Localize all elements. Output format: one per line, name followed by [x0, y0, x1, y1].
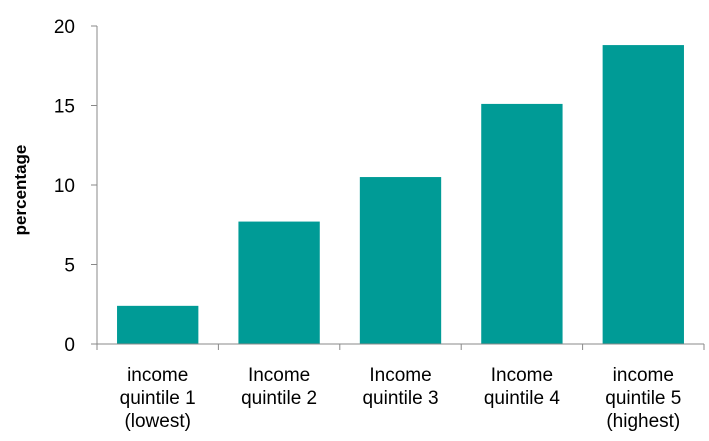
- y-axis-title: percentage: [11, 145, 30, 236]
- bar: [602, 45, 684, 345]
- x-category-label: Income quintile 4: [484, 365, 560, 409]
- x-category-label: Income quintile 3: [362, 365, 438, 409]
- y-tick-label: 0: [64, 335, 75, 356]
- x-category-label-line: quintile 3: [362, 388, 438, 409]
- x-category-label: income quintile 5 (highest): [605, 365, 681, 432]
- bar: [238, 221, 320, 344]
- x-category-label-line: Income: [248, 365, 310, 386]
- x-category-label: income quintile 1 (lowest): [120, 365, 196, 432]
- y-axis: 0 5 10 15 20: [54, 17, 98, 356]
- bar: [117, 305, 199, 344]
- x-category-label-line: quintile 1: [120, 388, 196, 409]
- bars: [117, 45, 684, 345]
- bar: [359, 177, 442, 344]
- y-tick-label: 5: [64, 256, 75, 277]
- x-category-label: Income quintile 2: [241, 365, 317, 409]
- x-category-label-line: (highest): [606, 411, 680, 432]
- y-tick-label: 20: [54, 17, 75, 38]
- y-tick-label: 15: [54, 97, 75, 118]
- bar: [481, 103, 563, 344]
- x-category-label-line: quintile 2: [241, 388, 317, 409]
- x-category-label-line: quintile 5: [605, 388, 681, 409]
- x-category-label-line: quintile 4: [484, 388, 560, 409]
- x-axis: income quintile 1 (lowest)Income quintile 2…: [96, 343, 705, 432]
- x-category-label-line: (lowest): [124, 411, 191, 432]
- x-category-label-line: Income: [491, 365, 553, 386]
- y-tick-label: 10: [54, 176, 75, 197]
- x-category-label-line: income: [613, 365, 674, 386]
- x-category-label-line: Income: [369, 365, 431, 386]
- x-category-label-line: income: [127, 365, 188, 386]
